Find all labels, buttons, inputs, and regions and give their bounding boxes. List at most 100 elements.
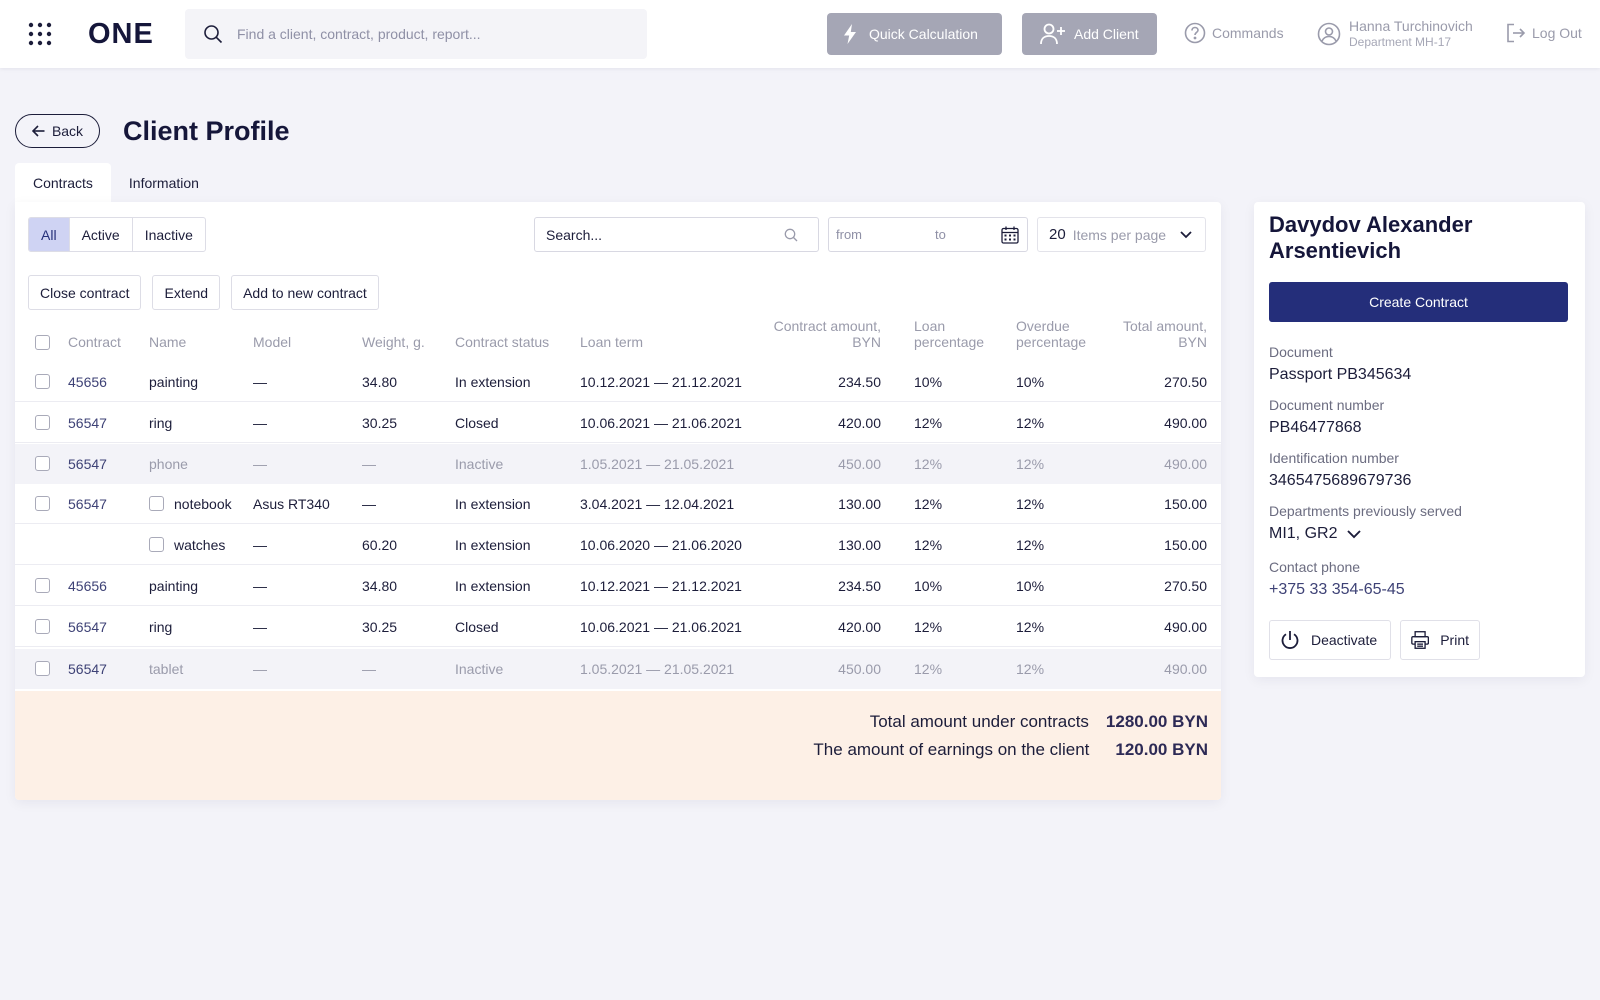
loan-term: 10.06.2021 — 21.06.2021 <box>580 619 742 635</box>
loan-term: 10.06.2020 — 21.06.2020 <box>580 537 742 553</box>
user-name: Hanna Turchinovich <box>1349 18 1473 34</box>
search-icon[interactable] <box>784 228 798 242</box>
overdue-percentage: 12% <box>1016 661 1045 677</box>
table-row[interactable]: 56547 tablet — — Inactive 1.05.2021 — 21… <box>15 649 1221 689</box>
contract-status: In extension <box>455 537 531 553</box>
create-contract-button[interactable]: Create Contract <box>1269 282 1568 322</box>
items-per-page-select[interactable]: 20 Items per page <box>1037 217 1206 252</box>
total-amount: 270.50 <box>1164 578 1207 594</box>
filter-all[interactable]: All <box>29 218 70 251</box>
logout-button[interactable]: Log Out <box>1506 23 1582 43</box>
contract-number[interactable]: 56547 <box>68 619 107 635</box>
item-checkbox[interactable] <box>149 496 164 511</box>
close-contract-button[interactable]: Close contract <box>28 275 142 310</box>
commands-button[interactable]: Commands <box>1184 22 1284 44</box>
status-filter: All Active Inactive <box>28 217 206 252</box>
item-model: Asus RT340 <box>253 496 330 512</box>
add-to-new-contract-button[interactable]: Add to new contract <box>231 275 379 310</box>
item-weight: 30.25 <box>362 619 398 635</box>
overdue-percentage: 12% <box>1016 537 1045 553</box>
extend-button[interactable]: Extend <box>152 275 221 310</box>
print-button[interactable]: Print <box>1400 620 1480 660</box>
power-icon <box>1281 631 1299 649</box>
select-all-checkbox[interactable] <box>35 335 50 350</box>
item-name: tablet <box>149 661 184 677</box>
document-number-value: PB46477868 <box>1269 419 1362 436</box>
total-under-contracts: Total amount under contracts 1280.00 BYN <box>870 712 1208 732</box>
row-checkbox[interactable] <box>35 415 50 430</box>
total-amount: 490.00 <box>1164 619 1207 635</box>
contract-status: In extension <box>455 578 531 594</box>
row-checkbox[interactable] <box>35 496 50 511</box>
contract-amount: 450.00 <box>838 661 881 677</box>
item-model: — <box>253 374 267 390</box>
app-logo[interactable]: ONE <box>88 18 154 50</box>
item-model: — <box>253 578 267 594</box>
column-header-loan-percentage: Loan percentage <box>914 318 985 350</box>
item-model: — <box>253 619 267 635</box>
contract-number[interactable]: 56547 <box>68 456 107 472</box>
deactivate-button[interactable]: Deactivate <box>1269 620 1391 660</box>
loan-term: 10.12.2021 — 21.12.2021 <box>580 578 742 594</box>
quick-calculation-label: Quick Calculation <box>869 26 978 42</box>
tab-bar: Contracts Information <box>15 163 217 202</box>
row-checkbox[interactable] <box>35 456 50 471</box>
page-title: Client Profile <box>123 116 290 146</box>
global-search-input[interactable] <box>237 26 617 42</box>
table-row[interactable]: 56547 phone — — Inactive 1.05.2021 — 21.… <box>15 444 1221 484</box>
row-checkbox[interactable] <box>35 661 50 676</box>
loan-percentage: 12% <box>914 619 943 635</box>
add-user-icon <box>1040 23 1065 45</box>
date-from-input[interactable]: from <box>836 227 862 242</box>
table-row[interactable]: 56547 notebook Asus RT340 — In extension… <box>15 484 1221 524</box>
row-checkbox[interactable] <box>35 374 50 389</box>
table-row[interactable]: 56547 ring — 30.25 Closed 10.06.2021 — 2… <box>15 607 1221 647</box>
back-button[interactable]: Back <box>15 114 100 148</box>
item-model: — <box>253 661 267 677</box>
loan-percentage: 12% <box>914 496 943 512</box>
contact-phone-label: Contact phone <box>1269 559 1361 575</box>
loan-term: 1.05.2021 — 21.05.2021 <box>580 661 735 677</box>
filter-active[interactable]: Active <box>70 218 133 251</box>
table-row[interactable]: 45656 painting — 34.80 In extension 10.1… <box>15 362 1221 402</box>
contract-amount: 234.50 <box>838 374 881 390</box>
contract-number[interactable]: 56547 <box>68 496 107 512</box>
contract-amount: 420.00 <box>838 619 881 635</box>
table-search-input[interactable] <box>546 226 784 243</box>
contract-number[interactable]: 56547 <box>68 415 107 431</box>
identification-number-label: Identification number <box>1269 450 1399 466</box>
contract-amount: 420.00 <box>838 415 881 431</box>
earnings-label: The amount of earnings on the client <box>813 740 1090 759</box>
departments-dropdown[interactable]: MI1, GR2 <box>1269 525 1362 543</box>
tab-contracts[interactable]: Contracts <box>15 163 111 202</box>
calendar-icon[interactable] <box>1001 226 1019 244</box>
loan-percentage: 10% <box>914 578 943 594</box>
row-checkbox[interactable] <box>35 578 50 593</box>
item-checkbox[interactable] <box>149 537 164 552</box>
contract-status: In extension <box>455 496 531 512</box>
add-client-button[interactable]: Add Client <box>1022 13 1157 55</box>
filter-inactive[interactable]: Inactive <box>144 226 193 243</box>
contract-status: In extension <box>455 374 531 390</box>
quick-calculation-button[interactable]: Quick Calculation <box>827 13 1002 55</box>
column-header-total-amount: Total amount, BYN <box>1122 318 1207 350</box>
item-name: ring <box>149 415 173 431</box>
tab-information[interactable]: Information <box>128 174 199 191</box>
apps-grid-icon[interactable] <box>28 22 52 46</box>
search-icon <box>204 25 223 44</box>
item-weight: 34.80 <box>362 578 398 594</box>
row-checkbox[interactable] <box>35 619 50 634</box>
total-amount: 150.00 <box>1164 496 1207 512</box>
contract-number[interactable]: 45656 <box>68 374 107 390</box>
contact-phone-value[interactable]: +375 33 354-65-45 <box>1269 581 1405 598</box>
global-search <box>185 9 647 59</box>
contract-number[interactable]: 56547 <box>68 661 107 677</box>
date-to-input[interactable]: to <box>935 227 946 242</box>
user-menu[interactable]: Hanna Turchinovich Department MH-17 <box>1317 17 1473 50</box>
table-row[interactable]: watches — 60.20 In extension 10.06.2020 … <box>15 525 1221 565</box>
overdue-percentage: 12% <box>1016 496 1045 512</box>
table-row[interactable]: 56547 ring — 30.25 Closed 10.06.2021 — 2… <box>15 403 1221 443</box>
total-under-contracts-value: 1280.00 BYN <box>1105 712 1208 731</box>
table-row[interactable]: 45656 painting — 34.80 In extension 10.1… <box>15 566 1221 606</box>
contract-number[interactable]: 45656 <box>68 578 107 594</box>
